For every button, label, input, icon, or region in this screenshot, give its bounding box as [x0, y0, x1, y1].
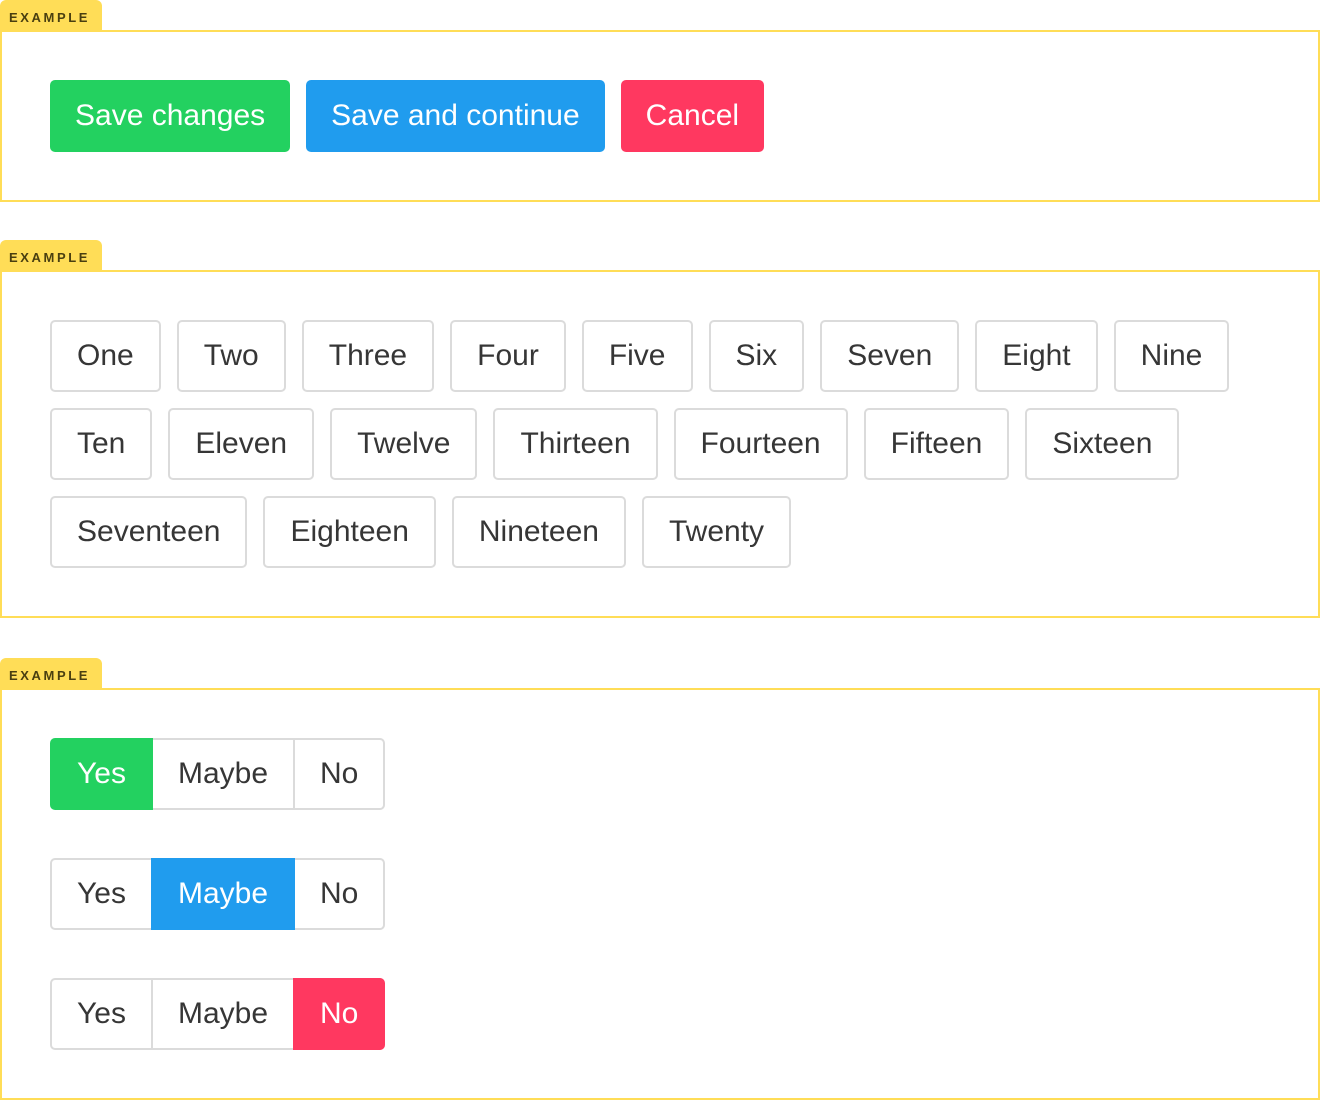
- option-yes[interactable]: Yes: [50, 738, 153, 810]
- tag-button-six[interactable]: Six: [708, 320, 805, 392]
- example-tab: EXAMPLE: [0, 658, 102, 689]
- tag-button-eleven[interactable]: Eleven: [168, 408, 315, 480]
- segmented-control: Yes Maybe No: [50, 858, 1270, 930]
- segmented-control: Yes Maybe No: [50, 978, 1270, 1050]
- cancel-button[interactable]: Cancel: [620, 80, 765, 152]
- option-maybe[interactable]: Maybe: [150, 738, 295, 810]
- tag-button-ten[interactable]: Ten: [50, 408, 153, 480]
- example-3: Yes Maybe No Yes Maybe No Yes Maybe No: [0, 688, 1320, 1100]
- tag-button-five[interactable]: Five: [581, 320, 693, 392]
- save-and-continue-button[interactable]: Save and continue: [306, 80, 605, 152]
- tag-button-fifteen[interactable]: Fifteen: [863, 408, 1010, 480]
- tag-button-seven[interactable]: Seven: [820, 320, 960, 392]
- tag-button-twenty[interactable]: Twenty: [641, 496, 792, 568]
- tag-button-nineteen[interactable]: Nineteen: [451, 496, 626, 568]
- option-no[interactable]: No: [293, 978, 386, 1050]
- tag-button-sixteen[interactable]: Sixteen: [1025, 408, 1180, 480]
- option-maybe[interactable]: Maybe: [150, 858, 295, 930]
- option-maybe[interactable]: Maybe: [150, 978, 295, 1050]
- option-no[interactable]: No: [293, 738, 386, 810]
- tag-button-eighteen[interactable]: Eighteen: [263, 496, 436, 568]
- tag-button-four[interactable]: Four: [450, 320, 566, 392]
- tag-button-two[interactable]: Two: [176, 320, 286, 392]
- example-2: One Two Three Four Five Six Seven Eight Nine Ten E…: [0, 270, 1320, 618]
- tag-button-seventeen[interactable]: Seventeen: [50, 496, 248, 568]
- segmented-control: Yes Maybe No: [50, 738, 1270, 810]
- option-no[interactable]: No: [293, 858, 386, 930]
- example-1: Save changes Save and continue Cancel: [0, 30, 1320, 202]
- option-yes[interactable]: Yes: [50, 978, 153, 1050]
- tag-button-thirteen[interactable]: Thirteen: [493, 408, 658, 480]
- tag-button-fourteen[interactable]: Fourteen: [673, 408, 848, 480]
- tag-button-nine[interactable]: Nine: [1113, 320, 1230, 392]
- tag-button-one[interactable]: One: [50, 320, 161, 392]
- tag-button-three[interactable]: Three: [301, 320, 435, 392]
- tag-button-twelve[interactable]: Twelve: [330, 408, 478, 480]
- option-yes[interactable]: Yes: [50, 858, 153, 930]
- example-tab: EXAMPLE: [0, 0, 102, 31]
- save-changes-button[interactable]: Save changes: [50, 80, 291, 152]
- example-tab: EXAMPLE: [0, 240, 102, 271]
- tag-button-eight[interactable]: Eight: [975, 320, 1098, 392]
